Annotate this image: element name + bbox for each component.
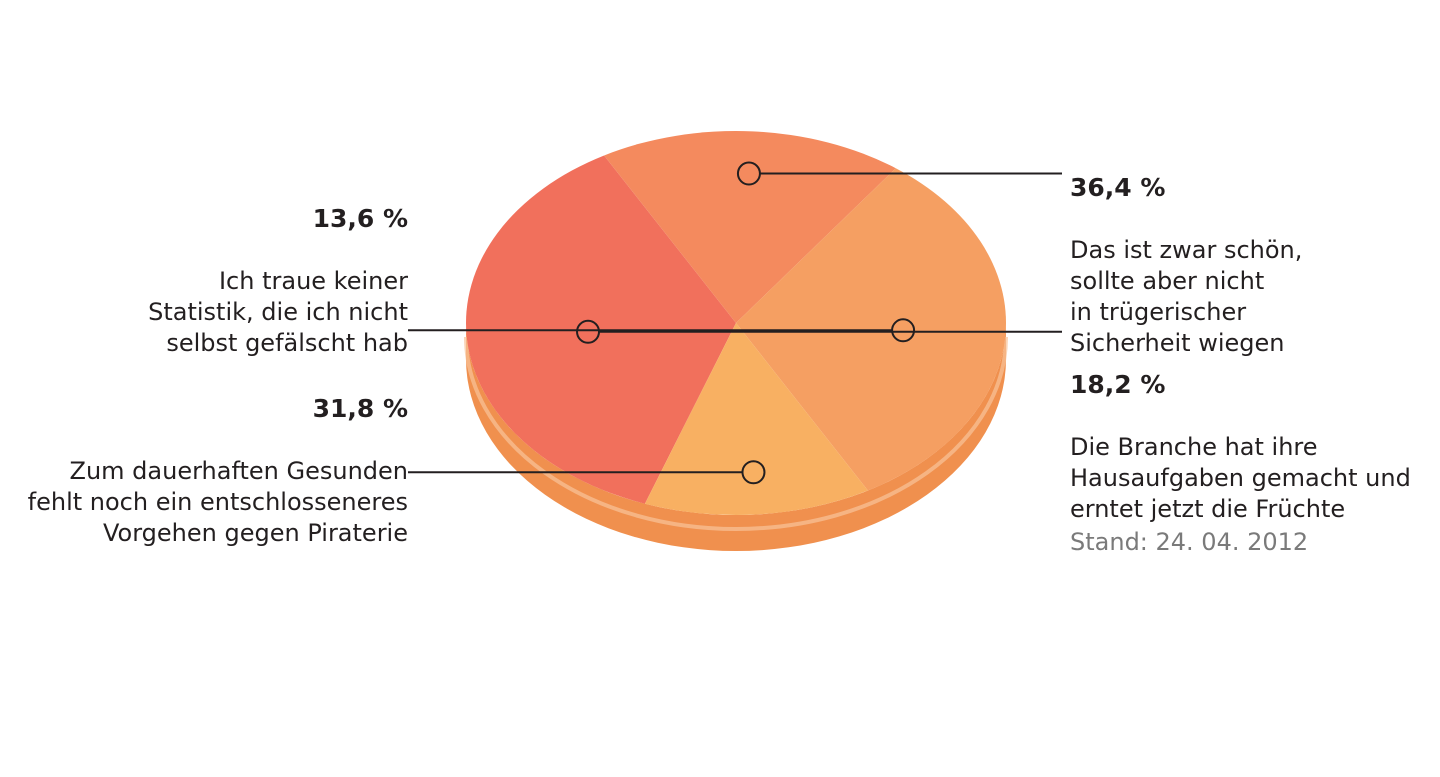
slice-value-2: 31,8 % xyxy=(312,394,408,423)
pie-side-wall xyxy=(466,323,1006,551)
slice-value-3: 13,6 % xyxy=(312,204,408,233)
slice-label-0: 36,4 % Das ist zwar schön, sollte aber n… xyxy=(1070,140,1302,359)
leader-marker-3 xyxy=(741,460,766,485)
slice-text-3: Ich traue keiner Statistik, die ich nich… xyxy=(148,267,408,357)
slice-label-1: 18,2 % Die Branche hat ihre Hausaufgaben… xyxy=(1070,337,1411,525)
pie-slice-3 xyxy=(644,323,868,515)
slice-text-1: Die Branche hat ihre Hausaufgaben gemach… xyxy=(1070,433,1411,523)
pie-slice-1 xyxy=(604,131,896,323)
pie-leaders xyxy=(408,161,1062,485)
pie-side xyxy=(464,323,1008,551)
leader-marker-2 xyxy=(891,318,916,343)
pie-slices xyxy=(465,131,1006,515)
date-note: Stand: 24. 04. 2012 xyxy=(1070,528,1309,556)
slice-value-0: 36,4 % xyxy=(1070,173,1166,202)
pie-side-rim xyxy=(464,336,1008,531)
slice-text-2: Zum dauerhaften Gesunden fehlt noch ein … xyxy=(27,457,408,547)
slice-label-2: 31,8 % Zum dauerhaften Gesunden fehlt no… xyxy=(28,361,408,549)
slice-value-1: 18,2 % xyxy=(1070,370,1166,399)
slice-text-0: Das ist zwar schön, sollte aber nicht in… xyxy=(1070,236,1303,357)
leader-marker-1 xyxy=(736,161,761,186)
slice-label-3: 13,6 % Ich traue keiner Statistik, die i… xyxy=(148,171,408,359)
leader-marker-0 xyxy=(576,319,601,344)
